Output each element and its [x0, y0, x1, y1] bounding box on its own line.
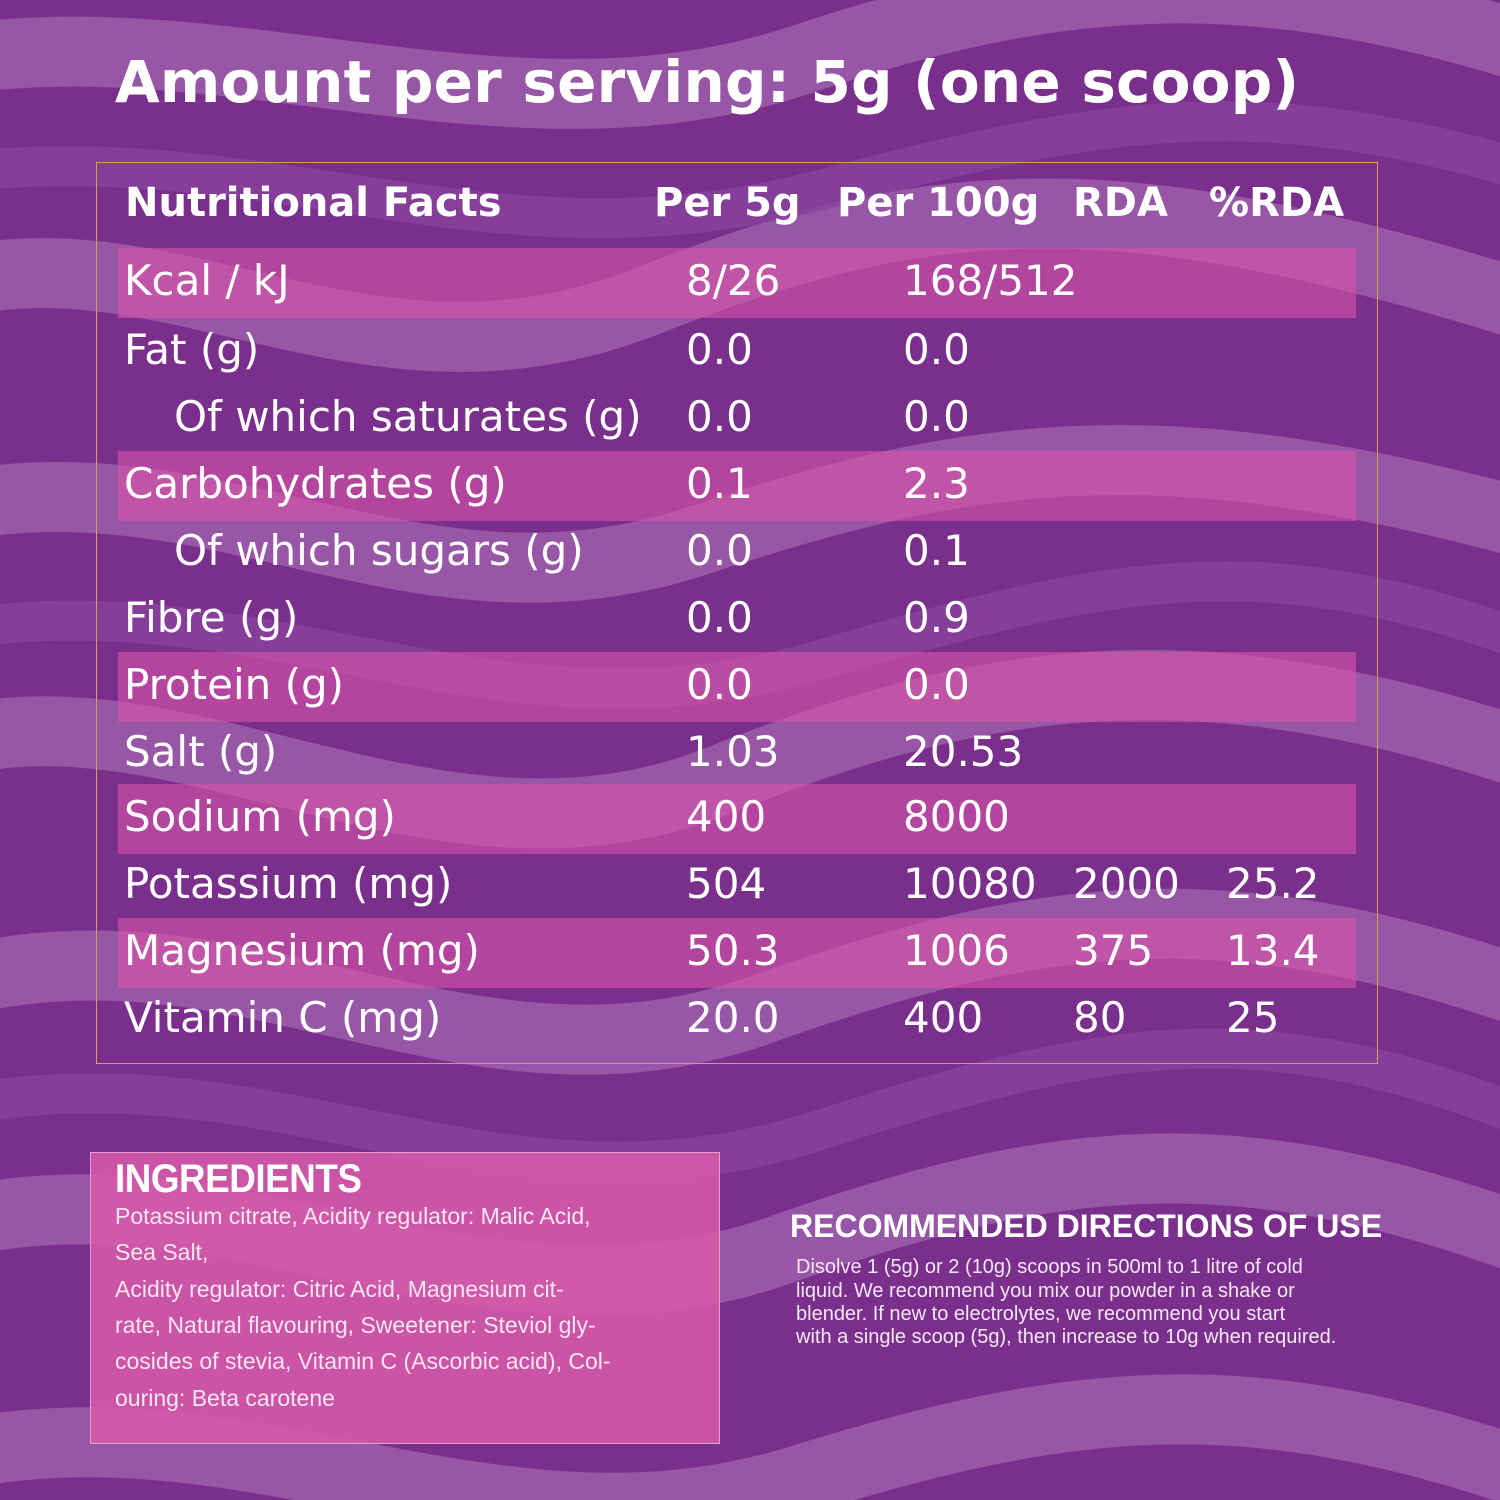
ingredients-line: rate, Natural flavouring, Sweetener: Ste…	[115, 1312, 596, 1338]
per-100g-value: 168/512	[903, 256, 1078, 305]
nutrient-name: Of which sugars (g)	[174, 526, 584, 575]
per-5g-value: 400	[686, 792, 767, 841]
ingredients-line: Sea Salt,	[115, 1239, 209, 1265]
per-5g-value: 20.0	[686, 993, 780, 1042]
nutrient-name: Salt (g)	[124, 727, 278, 776]
table-row: Fat (g) 0.0 0.0	[0, 317, 1500, 384]
serving-title: Amount per serving: 5g (one scoop)	[114, 48, 1300, 116]
directions-line: Disolve 1 (5g) or 2 (10g) scoops in 500m…	[796, 1256, 1303, 1278]
header-per-100g: Per 100g	[837, 180, 1040, 226]
per-5g-value: 0.1	[686, 459, 753, 508]
header-per-5g: Per 5g	[654, 180, 801, 226]
pct-rda-value: 25.2	[1226, 859, 1320, 908]
table-row: Potassium (mg) 504 10080 2000 25.2	[0, 851, 1500, 918]
nutrient-name: Fibre (g)	[124, 593, 299, 642]
per-100g-value: 0.0	[903, 392, 970, 441]
directions-title: RECOMMENDED DIRECTIONS OF USE	[790, 1208, 1383, 1244]
ingredients-title: INGREDIENTS	[115, 1157, 362, 1201]
per-5g-value: 0.0	[686, 593, 753, 642]
table-row: Carbohydrates (g) 0.1 2.3	[0, 451, 1500, 585]
table-row: Of which saturates (g) 0.0 0.0	[0, 384, 1500, 451]
per-100g-value: 2.3	[903, 459, 970, 508]
per-5g-value: 504	[686, 859, 767, 908]
per-100g-value: 0.9	[903, 593, 970, 642]
per-5g-value: 8/26	[686, 256, 781, 305]
per-100g-value: 20.53	[903, 727, 1024, 776]
header-nutritional-facts: Nutritional Facts	[125, 180, 502, 226]
per-5g-value: 0.0	[686, 526, 753, 575]
table-row: Of which sugars (g) 0.0 0.1	[0, 518, 1500, 585]
pct-rda-value: 25	[1226, 993, 1280, 1042]
pct-rda-value: 13.4	[1226, 926, 1320, 975]
rda-value: 80	[1073, 993, 1127, 1042]
per-100g-value: 0.1	[903, 526, 970, 575]
per-5g-value: 0.0	[686, 660, 753, 709]
table-row: Protein (g) 0.0 0.0	[0, 652, 1500, 722]
ingredients-line: ouring: Beta carotene	[115, 1385, 335, 1411]
header-rda: RDA	[1073, 180, 1168, 226]
per-100g-value: 1006	[903, 926, 1010, 975]
directions-line: liquid. We recommend you mix our powder …	[796, 1280, 1295, 1302]
nutrient-name: Protein (g)	[124, 660, 345, 709]
table-row: Magnesium (mg) 50.3 1006 375 13.4	[0, 918, 1500, 988]
rda-value: 375	[1073, 926, 1154, 975]
nutrition-table-frame	[96, 162, 1378, 1064]
per-100g-value: 0.0	[903, 660, 970, 709]
ingredients-line: Acidity regulator: Citric Acid, Magnesiu…	[115, 1276, 564, 1302]
nutrient-name: Fat (g)	[124, 325, 260, 374]
per-5g-value: 50.3	[686, 926, 780, 975]
ingredients-box: INGREDIENTS Potassium citrate, Acidity r…	[90, 1152, 720, 1444]
nutrient-name: Vitamin C (mg)	[124, 993, 442, 1042]
table-row: Fibre (g) 0.0 0.9	[0, 585, 1500, 652]
per-100g-value: 8000	[903, 792, 1010, 841]
nutrient-name: Sodium (mg)	[124, 792, 396, 841]
nutrient-name: Kcal / kJ	[124, 256, 290, 305]
per-100g-value: 10080	[903, 859, 1037, 908]
per-5g-value: 0.0	[686, 392, 753, 441]
per-100g-value: 0.0	[903, 325, 970, 374]
ingredients-line: cosides of stevia, Vitamin C (Ascorbic a…	[115, 1348, 611, 1374]
per-5g-value: 0.0	[686, 325, 753, 374]
ingredients-line: Potassium citrate, Acidity regulator: Ma…	[115, 1203, 591, 1229]
rda-value: 2000	[1073, 859, 1180, 908]
nutrient-name: Of which saturates (g)	[174, 392, 642, 441]
per-100g-value: 400	[903, 993, 984, 1042]
nutrient-name: Carbohydrates (g)	[124, 459, 507, 508]
nutrient-name: Magnesium (mg)	[124, 926, 480, 975]
table-row: Salt (g) 1.03 20.53	[0, 719, 1500, 786]
directions-line: with a single scoop (5g), then increase …	[796, 1326, 1337, 1348]
nutrient-name: Potassium (mg)	[124, 859, 453, 908]
table-row: Kcal / kJ 8/26 168/512	[0, 248, 1500, 318]
table-row: Sodium (mg) 400 8000	[0, 784, 1500, 854]
directions-line: blender. If new to electrolytes, we reco…	[796, 1303, 1286, 1325]
per-5g-value: 1.03	[686, 727, 780, 776]
table-row: Vitamin C (mg) 20.0 400 80 25	[0, 985, 1500, 1052]
header-pct-rda: %RDA	[1209, 180, 1345, 226]
